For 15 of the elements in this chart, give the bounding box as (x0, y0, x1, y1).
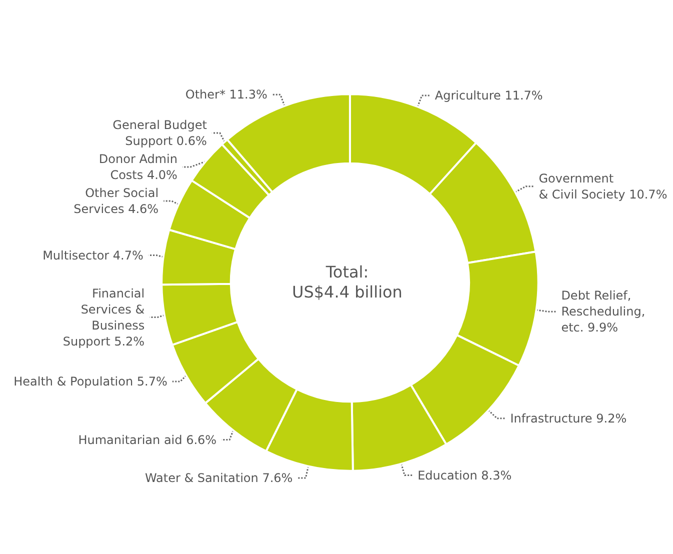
text: Total: US$4.4 billion (292, 262, 402, 302)
slice-label: Government & Civil Society 10.7% (538, 171, 668, 202)
slice-label: Agriculture 11.7% (434, 88, 543, 103)
slice-label: Water & Sanitation 7.6% (144, 470, 293, 485)
slice-label: Other Social Services 4.6% (74, 186, 159, 216)
slice-label: Financial Services & Business Support 5.2% (62, 286, 145, 348)
slice-label: Debt Relief, Rescheduling, etc. 9.9% (561, 288, 646, 335)
slice-label: Donor Admin Costs 4.0% (98, 152, 178, 182)
slice-label: Infrastructure 9.2% (510, 411, 627, 426)
slice-label: Health & Population 5.7% (14, 374, 168, 388)
slice-label: General Budget Support 0.6% (112, 118, 208, 148)
slice-label: Humanitarian aid 6.6% (78, 432, 217, 447)
slice-label: Education 8.3% (418, 468, 512, 482)
slice-label: Other* 11.3% (185, 88, 268, 102)
slice-label: Multisector 4.7% (42, 248, 144, 262)
